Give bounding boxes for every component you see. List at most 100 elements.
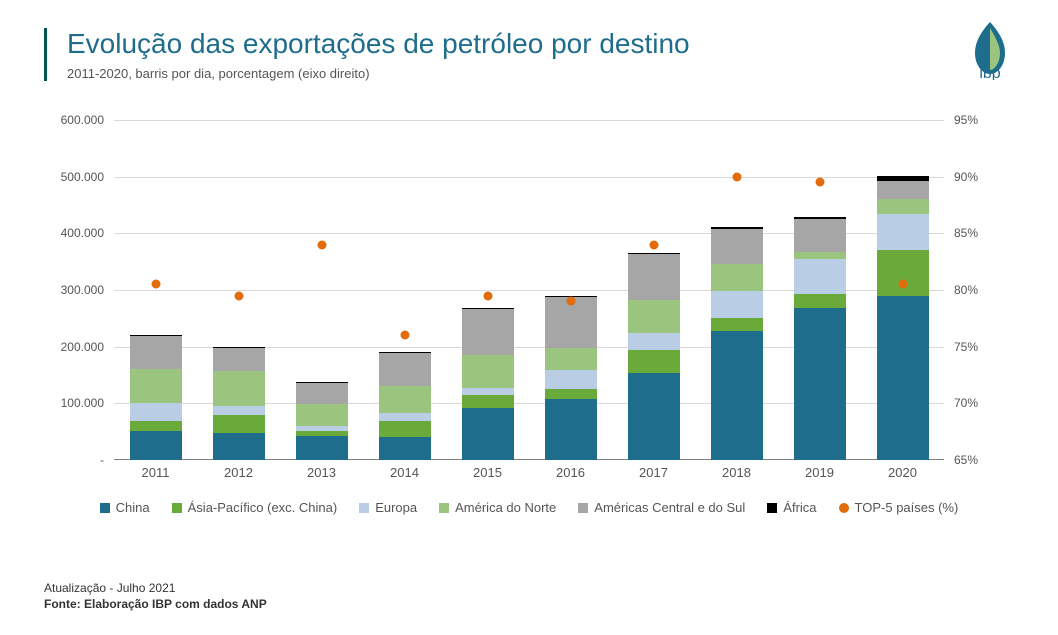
bar-segment	[711, 318, 763, 330]
y-right-tick: 65%	[954, 453, 978, 467]
legend-box-icon	[767, 503, 777, 513]
bar-segment	[877, 199, 929, 213]
bar-segment	[296, 382, 348, 383]
bar-segment	[462, 388, 514, 395]
y-left-tick: 500.000	[61, 170, 104, 184]
legend-label: Europa	[375, 500, 417, 515]
bar-segment	[379, 437, 431, 460]
chart-subtitle: 2011-2020, barris por dia, porcentagem (…	[67, 66, 690, 81]
x-tick-label: 2014	[390, 465, 419, 480]
ibp-logo: ibp	[960, 20, 1020, 80]
bar-segment	[130, 336, 182, 369]
bar-segment	[379, 386, 431, 413]
x-axis-labels: 2011201220132014201520162017201820192020	[114, 465, 944, 485]
legend-dot-icon	[839, 503, 849, 513]
top5-marker	[732, 172, 741, 181]
chart-area: -100.000200.000300.000400.000500.000600.…	[44, 120, 1014, 520]
bar-segment	[628, 373, 680, 460]
legend-box-icon	[359, 503, 369, 513]
legend-item: TOP-5 países (%)	[839, 500, 959, 515]
x-tick-label: 2013	[307, 465, 336, 480]
bar-segment	[628, 333, 680, 350]
bar-segment	[462, 408, 514, 460]
bar-segment	[545, 389, 597, 399]
bar-segment	[794, 252, 846, 259]
x-tick-label: 2020	[888, 465, 917, 480]
footer: Atualização - Julho 2021 Fonte: Elaboraç…	[44, 581, 267, 611]
legend-label: Ásia-Pacífico (exc. China)	[188, 500, 338, 515]
y-right-tick: 70%	[954, 396, 978, 410]
bar-segment	[877, 181, 929, 199]
y-right-tick: 75%	[954, 340, 978, 354]
bar-segment	[711, 291, 763, 318]
bar-segment	[130, 403, 182, 421]
bar-segment	[213, 347, 265, 371]
bar-segment	[213, 347, 265, 348]
bar-segment	[213, 371, 265, 406]
legend: China Ásia-Pacífico (exc. China) Europa Amé…	[44, 500, 1014, 515]
bar-segment	[213, 415, 265, 433]
bar-segment	[794, 294, 846, 308]
bar-segment	[711, 229, 763, 264]
footer-update: Atualização - Julho 2021	[44, 581, 267, 595]
x-tick-label: 2012	[224, 465, 253, 480]
bar-segment	[545, 370, 597, 388]
bar-segment	[130, 421, 182, 431]
top5-marker	[317, 240, 326, 249]
legend-item: Américas Central e do Sul	[578, 500, 745, 515]
bar-segment	[877, 214, 929, 251]
legend-item: China	[100, 500, 150, 515]
top5-marker	[815, 178, 824, 187]
plot-area	[114, 120, 944, 460]
bar-segment	[296, 383, 348, 405]
bar-segment	[794, 259, 846, 294]
y-axis-right-labels: 65%70%75%80%85%90%95%	[949, 120, 1009, 460]
y-left-tick: 200.000	[61, 340, 104, 354]
y-right-tick: 95%	[954, 113, 978, 127]
legend-item: América do Norte	[439, 500, 556, 515]
bar-segment	[296, 404, 348, 426]
legend-box-icon	[100, 503, 110, 513]
x-tick-label: 2015	[473, 465, 502, 480]
bar-segment	[545, 348, 597, 371]
x-tick-label: 2017	[639, 465, 668, 480]
bar-segment	[628, 300, 680, 333]
legend-item: África	[767, 500, 816, 515]
bar-segment	[296, 431, 348, 437]
legend-box-icon	[439, 503, 449, 513]
bar-segment	[877, 176, 929, 182]
legend-box-icon	[172, 503, 182, 513]
logo-text: ibp	[979, 65, 1000, 80]
bar-segment	[130, 335, 182, 336]
top5-marker	[566, 297, 575, 306]
bar-segment	[379, 421, 431, 437]
legend-item: Europa	[359, 500, 417, 515]
bar-segment	[794, 217, 846, 219]
bar-segment	[213, 433, 265, 460]
legend-label: África	[783, 500, 816, 515]
slide: Evolução das exportações de petróleo por…	[0, 0, 1058, 635]
x-tick-label: 2011	[142, 465, 170, 480]
y-right-tick: 90%	[954, 170, 978, 184]
y-left-tick: 100.000	[61, 396, 104, 410]
bar-segment	[296, 436, 348, 460]
title-block: Evolução das exportações de petróleo por…	[44, 28, 690, 81]
chart-title: Evolução das exportações de petróleo por…	[67, 28, 690, 60]
legend-item: Ásia-Pacífico (exc. China)	[172, 500, 338, 515]
bar-segment	[379, 353, 431, 386]
bar-segment	[711, 227, 763, 229]
legend-box-icon	[578, 503, 588, 513]
top5-marker	[400, 331, 409, 340]
top5-marker	[234, 291, 243, 300]
bar-segment	[628, 253, 680, 254]
bar-segment	[628, 350, 680, 374]
bar-segment	[379, 352, 431, 353]
legend-label: China	[116, 500, 150, 515]
y-left-tick: 300.000	[61, 283, 104, 297]
x-tick-label: 2019	[805, 465, 834, 480]
bar-segment	[877, 296, 929, 460]
x-tick-label: 2018	[722, 465, 751, 480]
bar-segment	[462, 309, 514, 355]
bar-segment	[462, 308, 514, 309]
bar-segment	[296, 426, 348, 431]
